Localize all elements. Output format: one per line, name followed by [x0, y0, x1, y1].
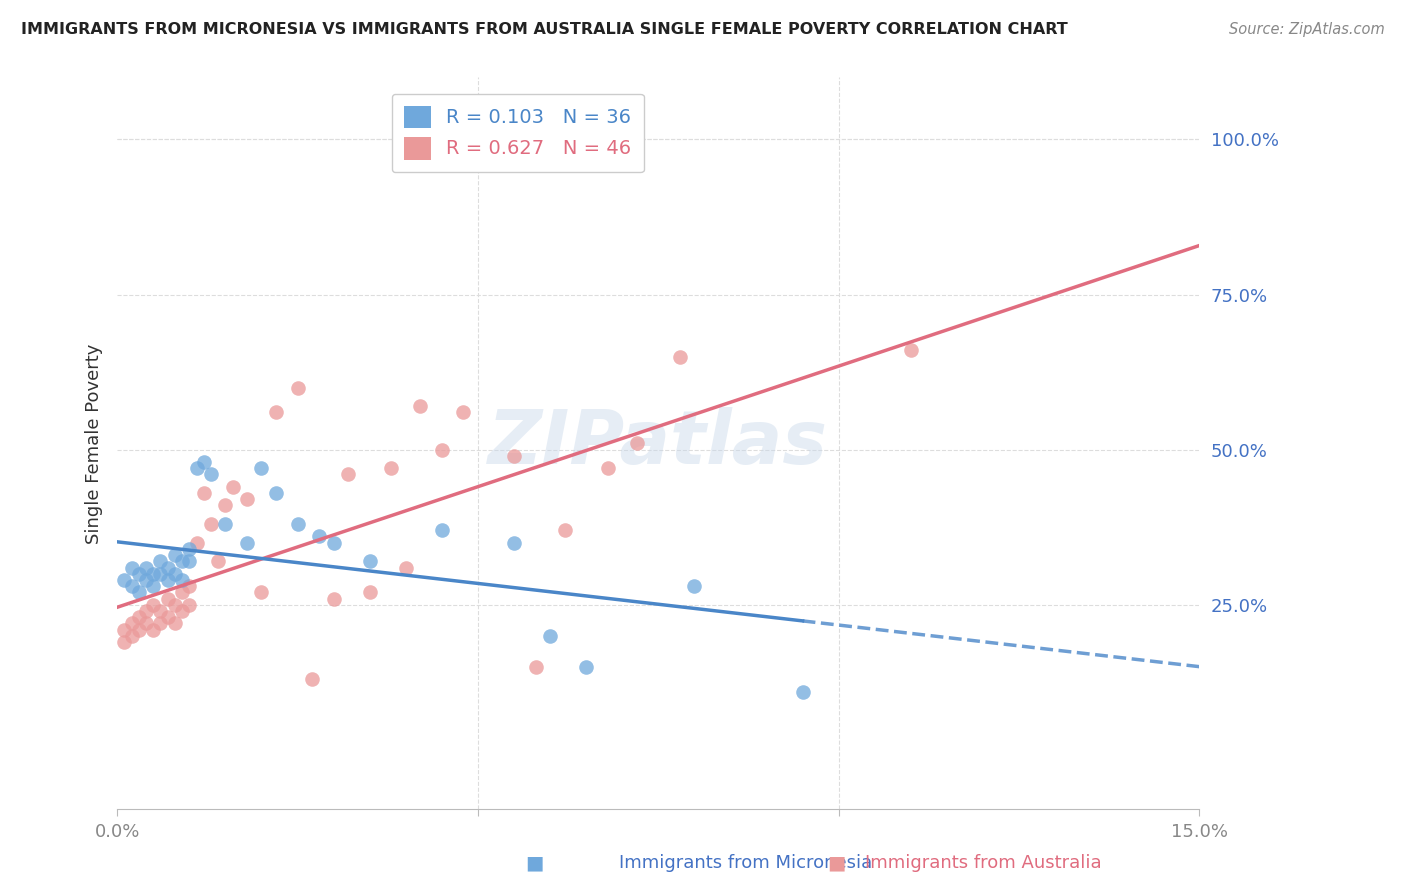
Point — [142, 598, 165, 612]
Point — [503, 449, 526, 463]
Point — [553, 523, 575, 537]
Point — [264, 405, 287, 419]
Point — [179, 598, 201, 612]
Y-axis label: Single Female Poverty: Single Female Poverty — [86, 343, 103, 543]
Point — [149, 554, 172, 568]
Point — [179, 554, 201, 568]
Point — [135, 604, 157, 618]
Point — [163, 598, 186, 612]
Point — [409, 399, 432, 413]
Point — [135, 573, 157, 587]
Point — [112, 623, 135, 637]
Point — [575, 659, 598, 673]
Point — [207, 554, 229, 568]
Point — [264, 486, 287, 500]
Point — [172, 554, 194, 568]
Point — [156, 560, 179, 574]
Point — [792, 684, 814, 698]
Text: Immigrants from Micronesia: Immigrants from Micronesia — [619, 855, 872, 872]
Point — [200, 467, 222, 482]
Point — [163, 616, 186, 631]
Point — [214, 499, 236, 513]
Point — [128, 610, 150, 624]
Point — [538, 629, 561, 643]
Point — [128, 585, 150, 599]
Point — [214, 517, 236, 532]
Point — [322, 591, 344, 606]
Point — [179, 579, 201, 593]
Point — [524, 659, 547, 673]
Point — [172, 573, 194, 587]
Text: Immigrants from Australia: Immigrants from Australia — [865, 855, 1101, 872]
Point — [186, 535, 208, 549]
Point — [236, 535, 259, 549]
Point — [250, 461, 273, 475]
Point — [121, 560, 143, 574]
Point — [172, 585, 194, 599]
Point — [156, 573, 179, 587]
Point — [179, 541, 201, 556]
Text: Source: ZipAtlas.com: Source: ZipAtlas.com — [1229, 22, 1385, 37]
Point — [900, 343, 922, 358]
Point — [135, 560, 157, 574]
Point — [380, 461, 402, 475]
Point — [221, 480, 243, 494]
Point — [337, 467, 360, 482]
Point — [193, 486, 215, 500]
Point — [163, 566, 186, 581]
Point — [121, 579, 143, 593]
Point — [503, 535, 526, 549]
Point — [626, 436, 648, 450]
Point — [112, 635, 135, 649]
Point — [430, 523, 453, 537]
Point — [287, 517, 309, 532]
Point — [250, 585, 273, 599]
Point — [142, 579, 165, 593]
Point — [156, 591, 179, 606]
Point — [236, 492, 259, 507]
Point — [287, 381, 309, 395]
Point — [142, 623, 165, 637]
Point — [128, 566, 150, 581]
Point — [308, 529, 330, 543]
Text: IMMIGRANTS FROM MICRONESIA VS IMMIGRANTS FROM AUSTRALIA SINGLE FEMALE POVERTY CO: IMMIGRANTS FROM MICRONESIA VS IMMIGRANTS… — [21, 22, 1067, 37]
Text: ZIPatlas: ZIPatlas — [488, 407, 828, 480]
Point — [669, 350, 692, 364]
Point — [453, 405, 475, 419]
Legend: R = 0.103   N = 36, R = 0.627   N = 46: R = 0.103 N = 36, R = 0.627 N = 46 — [392, 94, 644, 172]
Point — [322, 535, 344, 549]
Point — [121, 616, 143, 631]
Point — [359, 585, 381, 599]
Point — [121, 629, 143, 643]
Point — [135, 616, 157, 631]
Point — [200, 517, 222, 532]
Point — [156, 610, 179, 624]
Point — [683, 579, 706, 593]
Point — [142, 566, 165, 581]
Point — [596, 461, 619, 475]
Point — [430, 442, 453, 457]
Point — [301, 672, 323, 686]
Point — [149, 604, 172, 618]
Point — [193, 455, 215, 469]
Point — [128, 623, 150, 637]
Point — [112, 573, 135, 587]
Point — [172, 604, 194, 618]
Point — [149, 616, 172, 631]
Point — [359, 554, 381, 568]
Point — [163, 548, 186, 562]
Point — [186, 461, 208, 475]
Point — [149, 566, 172, 581]
Text: ■: ■ — [827, 854, 846, 872]
Text: ■: ■ — [524, 854, 544, 872]
Point — [395, 560, 418, 574]
